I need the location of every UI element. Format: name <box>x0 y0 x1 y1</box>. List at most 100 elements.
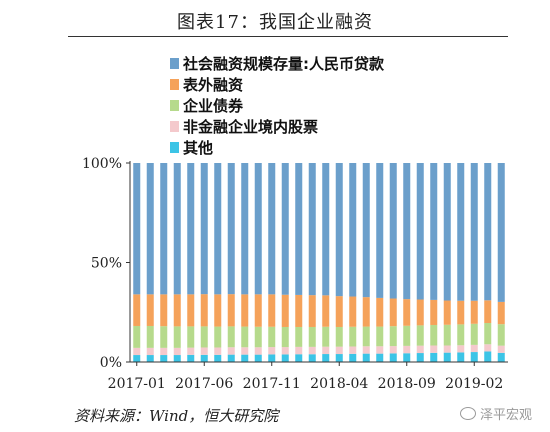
bar-segment <box>146 347 154 356</box>
bar-segment <box>254 294 262 327</box>
bar-segment <box>322 163 330 296</box>
bar-segment <box>254 347 262 355</box>
bar-segment <box>281 347 289 355</box>
bar-segment <box>403 299 411 326</box>
watermark: 泽平宏观 <box>459 404 532 423</box>
bar-segment <box>430 324 438 346</box>
bar-segment <box>376 346 384 354</box>
bar-segment <box>295 163 303 295</box>
bar-segment <box>295 294 303 327</box>
bar-segment <box>335 326 343 347</box>
chart-title: 图表17：我国企业融资 <box>177 12 373 33</box>
x-tick-label: 2017-01 <box>108 376 166 392</box>
bar-segment <box>362 326 370 347</box>
legend-swatch <box>170 79 179 90</box>
y-tick-label: 100% <box>82 156 122 172</box>
bar-segment <box>227 354 235 362</box>
bar-segment <box>443 324 451 346</box>
bar-segment <box>430 345 438 353</box>
bar-segment <box>349 163 357 297</box>
bar-segment <box>173 355 181 362</box>
bar-segment <box>335 163 343 297</box>
bar-segment <box>457 352 465 362</box>
bar-segment <box>254 326 262 348</box>
bar-segment <box>308 326 316 347</box>
bar-segment <box>484 344 492 352</box>
bar-segment <box>241 347 249 355</box>
bar-segment <box>187 294 195 327</box>
bar-segment <box>470 300 478 324</box>
source-note: 资料来源：Wind，恒大研究院 <box>74 407 279 425</box>
stacked-bar-chart: 0% 50% 100% 2017-01 2017-06 2017-11 2018-04 201… <box>82 55 508 392</box>
bar-segment <box>308 346 316 355</box>
bar-segment <box>133 325 141 348</box>
legend-swatch <box>170 100 179 111</box>
bar-segment <box>322 326 330 347</box>
bar-segment <box>376 353 384 362</box>
bar-segment <box>281 354 289 362</box>
bar-segment <box>281 163 289 295</box>
bar-segment <box>214 163 222 295</box>
watermark-text: 泽平宏观 <box>479 408 532 423</box>
bar-segment <box>227 347 235 355</box>
bar-segment <box>416 345 424 354</box>
bar-segment <box>133 163 141 295</box>
bar-segment <box>133 355 141 362</box>
bar-segment <box>389 346 397 354</box>
bar-segment <box>362 297 370 327</box>
bar-segment <box>268 163 276 295</box>
bar-segment <box>146 294 154 326</box>
bar-segment <box>457 324 465 346</box>
bar-segment <box>322 354 330 362</box>
x-tick-label: 2018-09 <box>378 376 436 392</box>
bar-segment <box>146 163 154 295</box>
bar-segment <box>200 347 208 355</box>
x-tick-label: 2018-04 <box>310 376 368 392</box>
bar-segment <box>268 354 276 362</box>
bar-segment <box>349 346 357 354</box>
bar-segment <box>470 344 478 353</box>
bar-segment <box>268 294 276 327</box>
bar-segment <box>335 354 343 362</box>
bar-segment <box>443 300 451 325</box>
bar-segment <box>349 326 357 347</box>
bar-segment <box>457 300 465 325</box>
bar-segment <box>470 323 478 345</box>
bar-segment <box>187 326 195 348</box>
bar-segment <box>295 326 303 347</box>
bar-segment <box>322 295 330 327</box>
bar-segment <box>376 297 384 327</box>
legend-swatch <box>170 142 179 153</box>
bar-segment <box>214 354 222 362</box>
bar-segment <box>416 353 424 362</box>
bar-segment <box>268 347 276 355</box>
bar-segment <box>241 294 249 327</box>
bar-segment <box>160 355 168 362</box>
bar-segment <box>214 347 222 355</box>
bar-segment <box>389 298 397 327</box>
bar-segment <box>268 326 276 348</box>
title-divider <box>68 36 508 37</box>
bar-segment <box>497 163 505 302</box>
bar-segment <box>349 353 357 362</box>
bar-segment <box>200 163 208 295</box>
bar-segment <box>484 323 492 345</box>
bar-segment <box>389 163 397 299</box>
bar-segment <box>484 351 492 362</box>
bar-segment <box>443 352 451 362</box>
bar-segment <box>187 354 195 362</box>
bar-segment <box>281 294 289 327</box>
bar-segment <box>497 324 505 346</box>
legend-label: 非金融企业境内股票 <box>183 118 318 136</box>
bar-segment <box>133 294 141 326</box>
bar-segment <box>430 163 438 300</box>
bar-segment <box>484 300 492 323</box>
bar-segment <box>241 354 249 362</box>
bar-segment <box>146 325 154 348</box>
bar-segment <box>214 294 222 327</box>
bar-segment <box>295 346 303 355</box>
bar-segment <box>362 346 370 354</box>
bar-segment <box>389 326 397 347</box>
bar-segment <box>295 354 303 362</box>
y-tick-label: 50% <box>91 256 122 272</box>
